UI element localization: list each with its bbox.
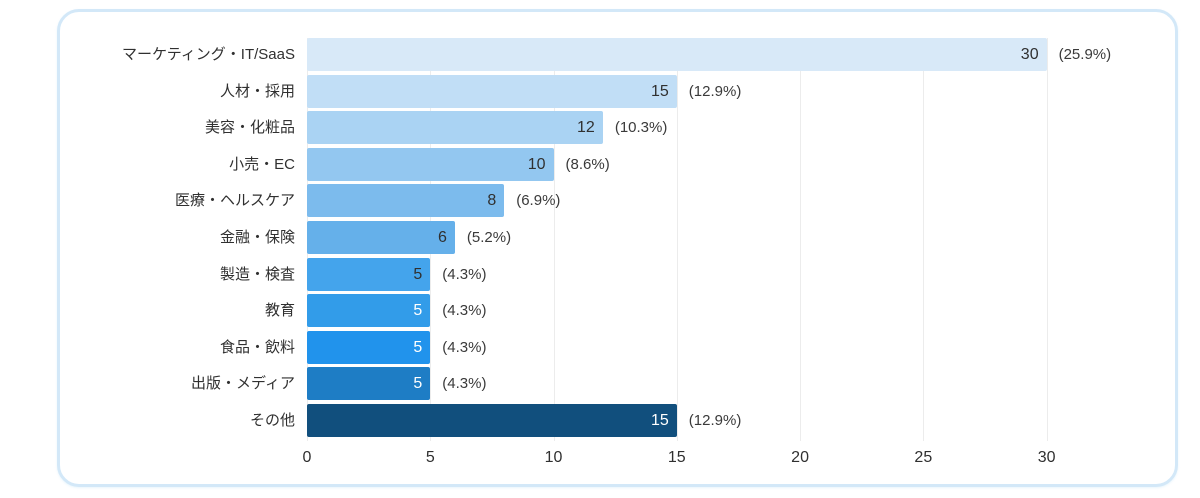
category-label: 食品・飲料 — [219, 338, 295, 356]
percent-label: (25.9%) — [1058, 46, 1112, 63]
bar-row: 小売・EC 10 (8.6%) — [63, 147, 1160, 181]
percent-label: (4.3%) — [442, 375, 487, 393]
value-label: 8 — [487, 192, 497, 210]
bar-row: 美容・化粧品 12 (10.3%) — [63, 111, 1160, 145]
category-label: 出版・メディア — [191, 375, 295, 393]
percent-label: (12.9%) — [688, 82, 742, 100]
bar — [307, 38, 1047, 71]
value-label: 5 — [413, 302, 423, 320]
bar — [307, 257, 431, 291]
bar-track: 5 (4.3%) — [307, 257, 1160, 291]
bar — [307, 111, 603, 145]
percent-label: (5.2%) — [466, 228, 512, 246]
bar — [307, 367, 431, 401]
category-label: 医療・ヘルスケア — [174, 192, 295, 210]
value-label: 12 — [577, 119, 595, 137]
value-label: 15 — [651, 411, 669, 429]
bar — [307, 147, 554, 181]
bar-track: 5 (4.3%) — [307, 294, 1160, 328]
bar — [307, 74, 677, 108]
category-label: 小売・EC — [229, 155, 295, 173]
x-axis: 0 5 10 15 20 25 30 — [303, 446, 1160, 470]
category-label: 人材・採用 — [219, 82, 295, 100]
bar-row: 人材・採用 15 (12.9%) — [63, 74, 1160, 108]
category-label: 製造・検査 — [219, 265, 295, 283]
percent-label: (8.6%) — [565, 155, 610, 173]
axis-tick-label: 0 — [302, 449, 312, 466]
bar — [307, 184, 505, 218]
value-label: 6 — [438, 228, 447, 246]
bar-row: 食品・飲料 5 (4.3%) — [63, 330, 1160, 364]
axis-tick-label: 15 — [667, 449, 686, 466]
bar-row: 教育 5 (4.3%) — [63, 294, 1160, 328]
percent-label: (6.9%) — [516, 192, 561, 210]
axis-tick-label: 30 — [1037, 449, 1056, 466]
bar-track: 30 (25.9%) — [307, 38, 1160, 71]
value-label: 10 — [527, 155, 546, 173]
bar-track: 8 (6.9%) — [307, 184, 1160, 218]
bar — [307, 330, 431, 364]
bar-row: その他 15 (12.9%) — [63, 403, 1160, 437]
percent-label: (10.3%) — [614, 119, 668, 137]
bar-track: 5 (4.3%) — [307, 367, 1160, 401]
value-label: 5 — [413, 265, 423, 283]
category-label: 教育 — [264, 302, 295, 320]
percent-label: (12.9%) — [688, 411, 742, 429]
bar-row: 医療・ヘルスケア 8 (6.9%) — [63, 184, 1160, 218]
value-label: 5 — [413, 338, 423, 356]
bar-rows: マーケティング・IT/SaaS 30 (25.9%) 人材・採用 15 (12.9%) 美容… — [63, 38, 1160, 437]
bar — [307, 220, 455, 254]
bar-track: 6 (5.2%) — [307, 220, 1160, 254]
bar-track: 15 (12.9%) — [307, 74, 1160, 108]
axis-tick-label: 5 — [425, 449, 435, 466]
bar-track: 12 (10.3%) — [307, 111, 1160, 145]
category-label: マーケティング・IT/SaaS — [122, 46, 295, 63]
axis-tick-label: 10 — [544, 449, 563, 466]
bar-chart: マーケティング・IT/SaaS 30 (25.9%) 人材・採用 15 (12.9%) 美容… — [63, 38, 1160, 476]
bar — [307, 403, 677, 437]
chart-card: マーケティング・IT/SaaS 30 (25.9%) 人材・採用 15 (12.9%) 美容… — [57, 9, 1178, 487]
bar — [307, 294, 431, 328]
percent-label: (4.3%) — [442, 338, 487, 356]
bar-row: 金融・保険 6 (5.2%) — [63, 220, 1160, 254]
bar-track: 5 (4.3%) — [307, 330, 1160, 364]
axis-tick-label: 20 — [791, 449, 809, 466]
percent-label: (4.3%) — [442, 265, 487, 283]
value-label: 30 — [1020, 46, 1039, 63]
category-label: 金融・保険 — [219, 228, 295, 246]
percent-label: (4.3%) — [442, 302, 487, 320]
bar-row: 出版・メディア 5 (4.3%) — [63, 367, 1160, 401]
category-label: その他 — [249, 411, 295, 429]
bar-row: 製造・検査 5 (4.3%) — [63, 257, 1160, 291]
bar-track: 15 (12.9%) — [307, 403, 1160, 437]
value-label: 5 — [413, 375, 423, 393]
bar-track: 10 (8.6%) — [307, 147, 1160, 181]
value-label: 15 — [651, 82, 669, 100]
category-label: 美容・化粧品 — [204, 119, 295, 137]
axis-tick-label: 25 — [914, 449, 933, 466]
bar-row: マーケティング・IT/SaaS 30 (25.9%) — [63, 38, 1160, 71]
